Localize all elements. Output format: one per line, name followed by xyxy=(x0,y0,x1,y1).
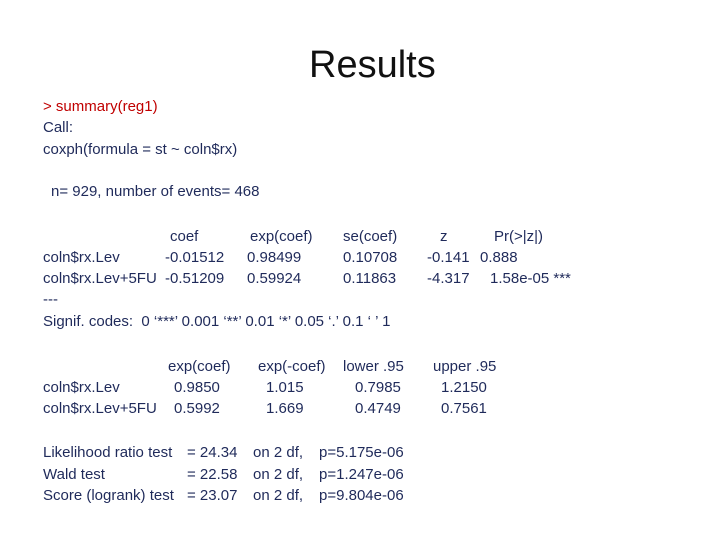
cell: 0.98499 xyxy=(247,249,302,266)
summary-line: n= 929, number of events= 468 xyxy=(51,183,260,200)
row-name: coln$rx.Lev+5FU xyxy=(43,400,157,417)
cell: 1.58e-05 *** xyxy=(490,270,571,287)
test-p: p=1.247e-06 xyxy=(319,465,404,483)
column-header: upper .95 xyxy=(433,358,497,375)
cell: 1.015 xyxy=(266,379,304,396)
cell: 0.7561 xyxy=(441,400,487,417)
row-name: coln$rx.Lev xyxy=(43,379,120,396)
cell: 0.59924 xyxy=(247,270,302,287)
command: > summary(reg1) xyxy=(43,98,158,115)
test-df: on 2 df, xyxy=(253,487,304,504)
test-statistic: = 24.34 xyxy=(187,444,238,461)
cell: -0.01512 xyxy=(165,249,225,266)
test-label: Score (logrank) test xyxy=(43,487,174,504)
test-statistic: = 22.58 xyxy=(187,465,238,483)
signif-codes: Signif. codes: 0 ‘***’ 0.001 ‘**’ 0.01 ‘… xyxy=(43,313,391,330)
cell: 0.5992 xyxy=(174,400,220,417)
cell: 0.9850 xyxy=(174,379,220,396)
test-df: on 2 df, xyxy=(253,465,304,483)
column-header: exp(coef) xyxy=(168,358,231,375)
test-df: on 2 df, xyxy=(253,444,304,461)
test-label: Likelihood ratio test xyxy=(43,444,173,461)
cell: -0.141 xyxy=(427,249,470,266)
column-header: Pr(>|z|) xyxy=(494,228,544,245)
cell: 1.669 xyxy=(266,400,304,417)
cell: 0.10708 xyxy=(343,249,398,266)
column-header: coef xyxy=(170,228,199,245)
test-p: p=5.175e-06 xyxy=(319,444,404,461)
cell: -4.317 xyxy=(427,270,470,287)
test-label: Wald test xyxy=(43,465,105,483)
cell: 1.2150 xyxy=(441,379,487,396)
call-label: Call: xyxy=(43,119,74,136)
cell: 0.11863 xyxy=(343,270,397,287)
column-header: exp(-coef) xyxy=(258,358,326,375)
column-header: lower .95 xyxy=(343,358,404,375)
separator: --- xyxy=(43,291,58,308)
column-header: se(coef) xyxy=(343,228,398,245)
cell: 0.888 xyxy=(480,249,518,266)
cell: 0.4749 xyxy=(355,400,401,417)
cell: -0.51209 xyxy=(165,270,225,287)
row-name: coln$rx.Lev+5FU xyxy=(43,270,157,287)
slide-title: Results xyxy=(309,44,436,86)
cell: 0.7985 xyxy=(355,379,401,396)
row-name: coln$rx.Lev xyxy=(43,249,120,266)
test-p: p=9.804e-06 xyxy=(319,487,404,504)
call: coxph(formula = st ~ coln$rx) xyxy=(43,141,238,158)
test-statistic: = 23.07 xyxy=(187,487,238,504)
column-header: z xyxy=(440,228,448,245)
column-header: exp(coef) xyxy=(250,228,313,245)
